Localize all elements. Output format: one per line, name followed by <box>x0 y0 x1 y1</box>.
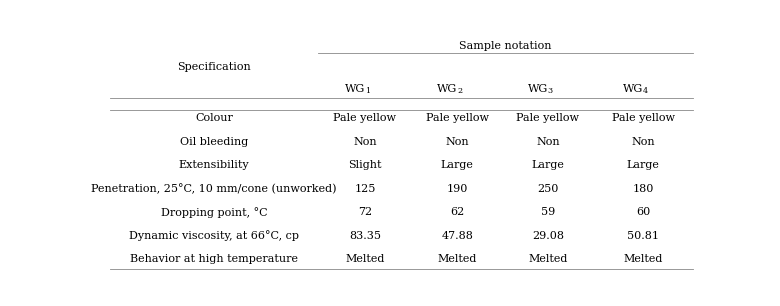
Text: 3: 3 <box>548 87 553 95</box>
Text: 72: 72 <box>358 207 372 217</box>
Text: 83.35: 83.35 <box>349 231 381 241</box>
Text: 47.88: 47.88 <box>441 231 473 241</box>
Text: Non: Non <box>353 136 377 147</box>
Text: Pale yellow: Pale yellow <box>426 113 489 123</box>
Text: Melted: Melted <box>528 254 568 264</box>
Text: 2: 2 <box>457 87 463 95</box>
Text: Non: Non <box>445 136 469 147</box>
Text: WG: WG <box>622 84 643 94</box>
Text: 29.08: 29.08 <box>532 231 564 241</box>
Text: Melted: Melted <box>438 254 477 264</box>
Text: Large: Large <box>531 160 564 170</box>
Text: Pale yellow: Pale yellow <box>612 113 675 123</box>
Text: 60: 60 <box>636 207 651 217</box>
Text: Penetration, 25°C, 10 mm/cone (unworked): Penetration, 25°C, 10 mm/cone (unworked) <box>91 183 337 194</box>
Text: 250: 250 <box>537 184 558 194</box>
Text: 190: 190 <box>446 184 468 194</box>
Text: Dropping point, °C: Dropping point, °C <box>161 207 268 218</box>
Text: Dynamic viscosity, at 66°C, cp: Dynamic viscosity, at 66°C, cp <box>129 230 299 241</box>
Text: Sample notation: Sample notation <box>459 41 551 51</box>
Text: Large: Large <box>626 160 660 170</box>
Text: 50.81: 50.81 <box>627 231 659 241</box>
Text: Melted: Melted <box>346 254 385 264</box>
Text: WG: WG <box>527 84 548 94</box>
Text: Oil bleeding: Oil bleeding <box>179 136 248 147</box>
Text: Behavior at high temperature: Behavior at high temperature <box>129 254 298 264</box>
Text: Slight: Slight <box>348 160 381 170</box>
Text: Melted: Melted <box>623 254 663 264</box>
Text: WG: WG <box>345 84 365 94</box>
Text: 180: 180 <box>633 184 654 194</box>
Text: 59: 59 <box>541 207 555 217</box>
Text: 125: 125 <box>354 184 376 194</box>
Text: 4: 4 <box>643 87 648 95</box>
Text: WG: WG <box>437 84 457 94</box>
Text: Non: Non <box>631 136 655 147</box>
Text: Pale yellow: Pale yellow <box>334 113 396 123</box>
Text: Extensibility: Extensibility <box>179 160 249 170</box>
Text: Colour: Colour <box>195 113 232 123</box>
Text: Non: Non <box>536 136 560 147</box>
Text: 1: 1 <box>365 87 370 95</box>
Text: Pale yellow: Pale yellow <box>516 113 580 123</box>
Text: Large: Large <box>441 160 473 170</box>
Text: Specification: Specification <box>177 62 250 72</box>
Text: 62: 62 <box>450 207 464 217</box>
